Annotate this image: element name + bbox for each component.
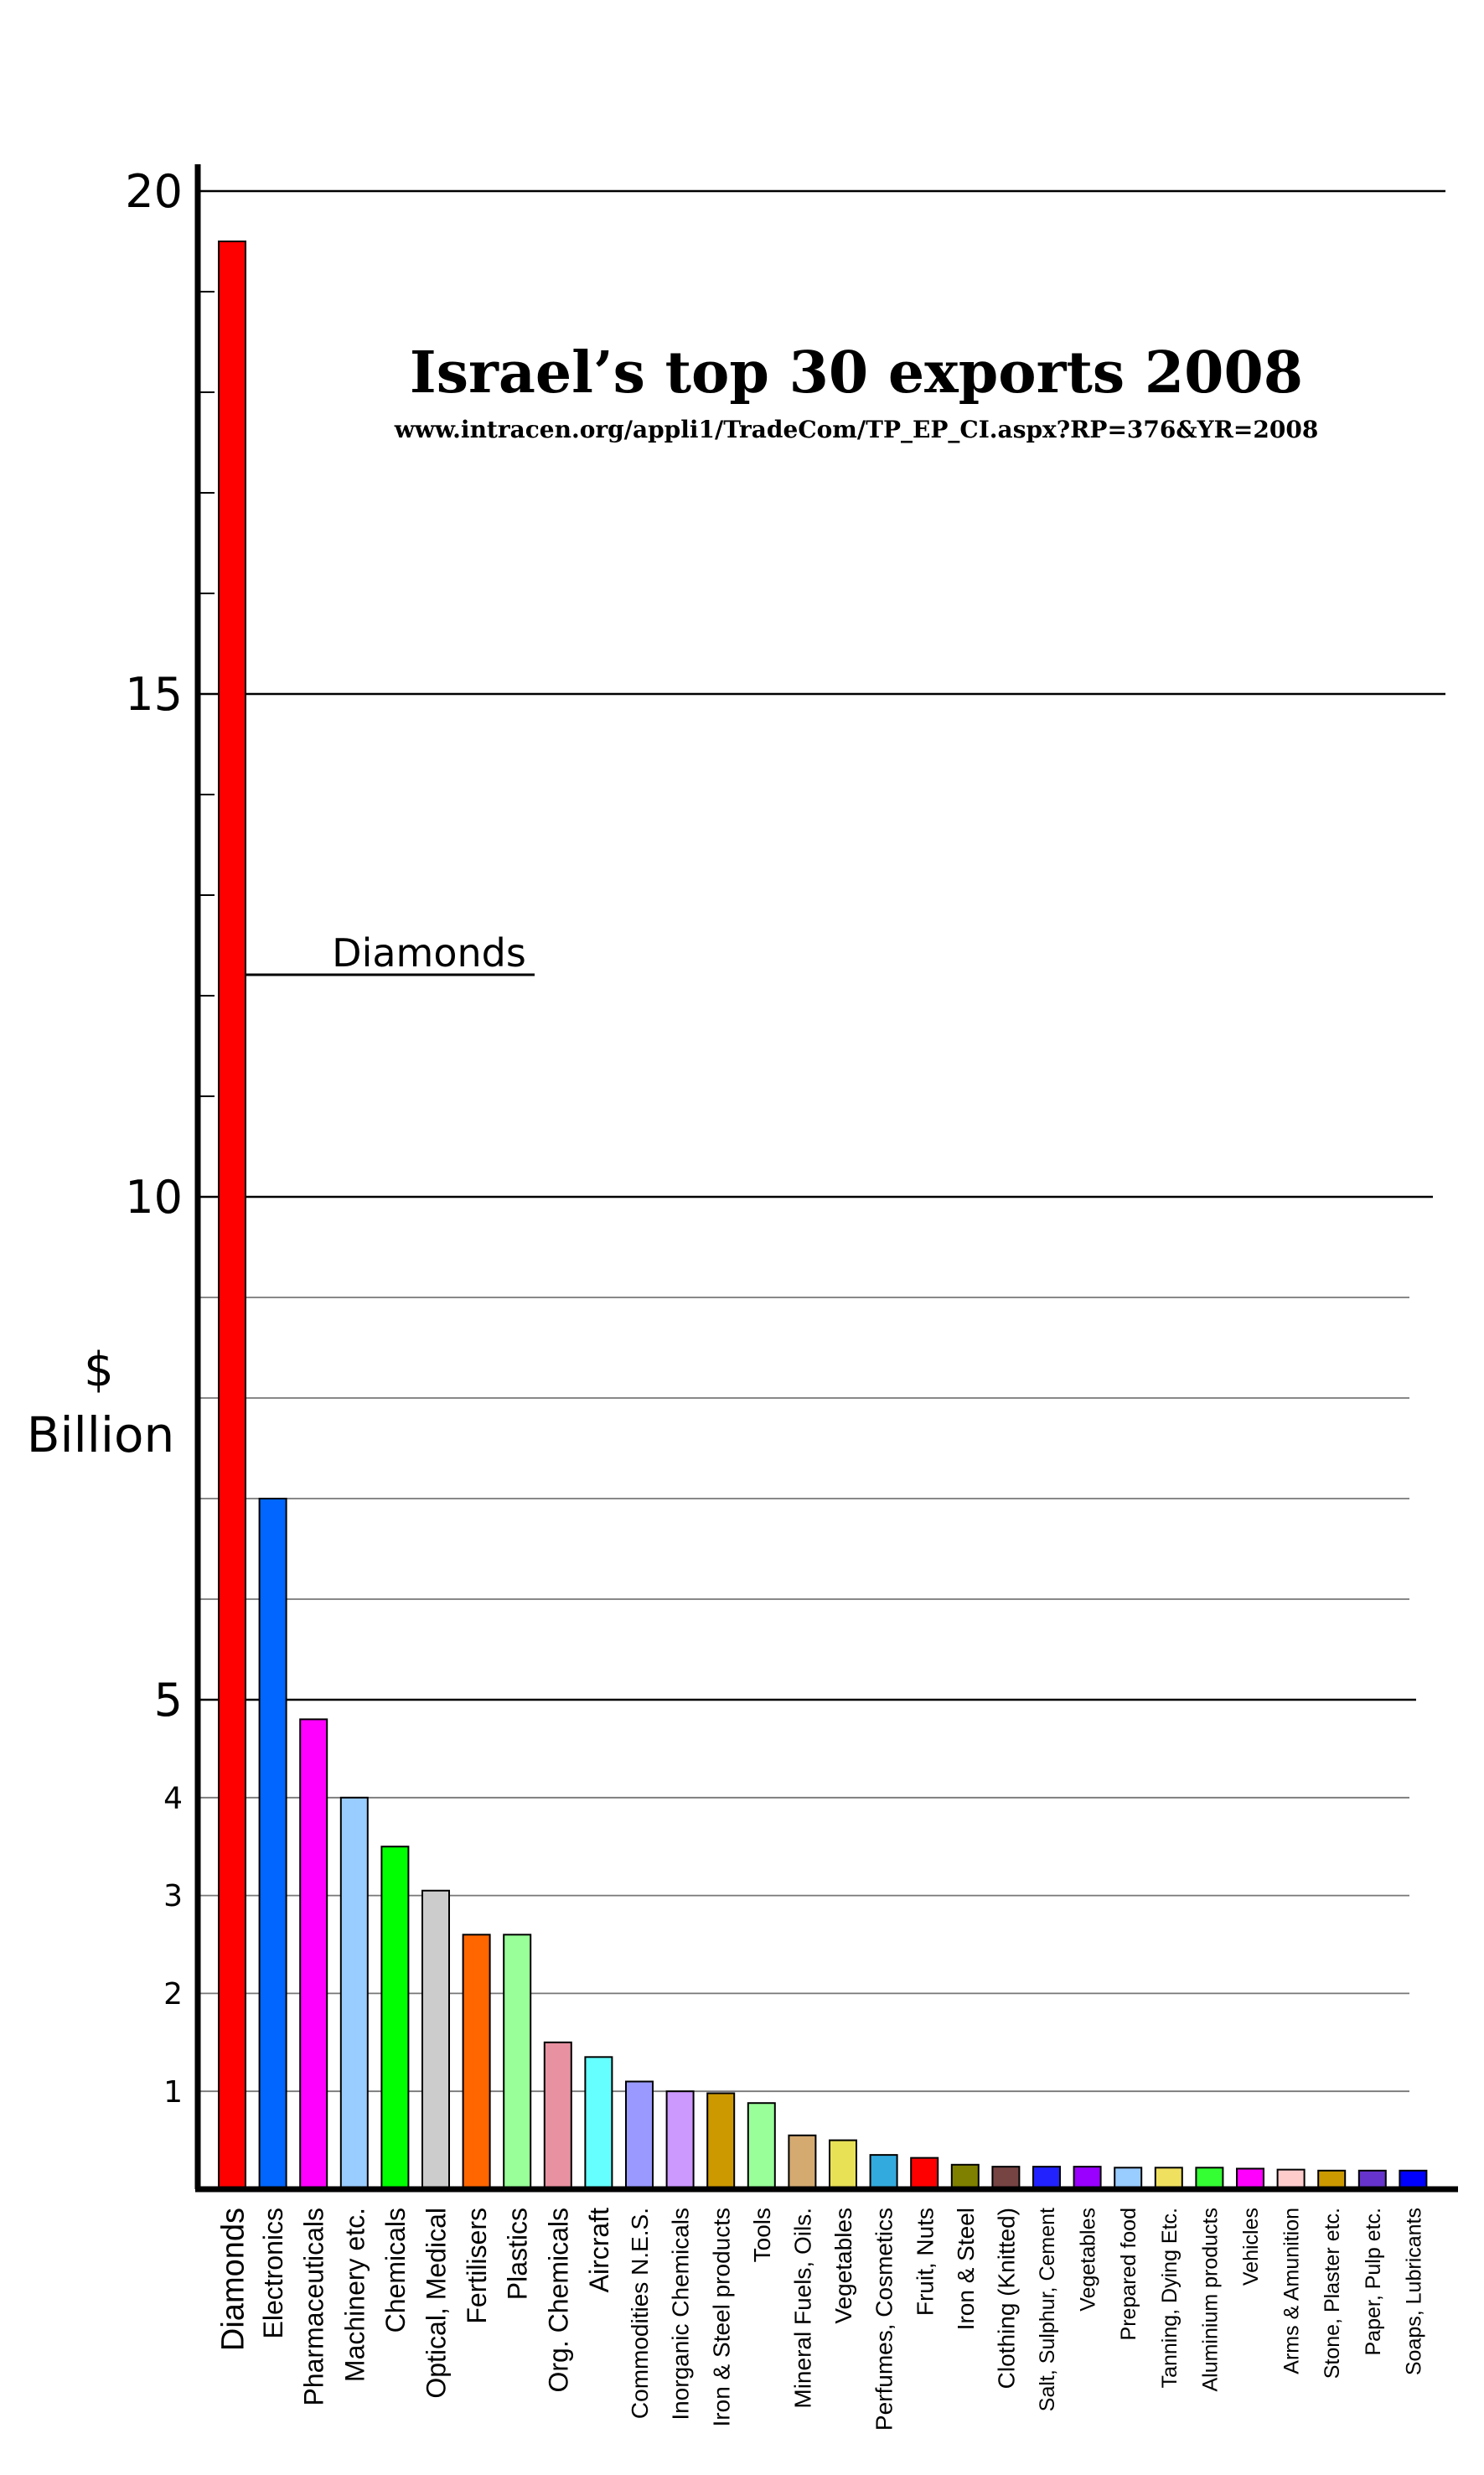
y-axis-label-unit: Billion bbox=[27, 1406, 175, 1463]
bar bbox=[1276, 2168, 1306, 2190]
bar bbox=[869, 2154, 898, 2191]
bar bbox=[462, 1934, 491, 2191]
x-tick-label: Machinery etc. bbox=[339, 2208, 370, 2382]
x-tick-label: Fertilisers bbox=[462, 2208, 492, 2324]
bar bbox=[1154, 2167, 1183, 2190]
bars bbox=[218, 241, 1428, 2191]
x-tick-label: Paper, Pulp etc. bbox=[1362, 2208, 1385, 2356]
bar bbox=[584, 2056, 613, 2191]
bar bbox=[503, 1934, 532, 2191]
y-tick-label: 3 bbox=[163, 1879, 183, 1913]
x-tick-label: Tanning, Dying Etc. bbox=[1158, 2208, 1182, 2388]
y-tick-label: 5 bbox=[154, 1674, 183, 1727]
bar bbox=[1114, 2167, 1143, 2190]
y-axis-label-symbol: $ bbox=[84, 1343, 114, 1397]
x-tick-label: Inorganic Chemicals bbox=[668, 2208, 694, 2421]
bar bbox=[299, 1718, 328, 2191]
bar bbox=[991, 2166, 1021, 2190]
x-tick-label: Commodities N.E.S. bbox=[627, 2208, 653, 2419]
x-tick-label: Aircraft bbox=[584, 2208, 614, 2292]
bar bbox=[625, 2080, 654, 2191]
x-tick-label: Vegetables bbox=[1077, 2208, 1100, 2312]
x-tick-label: Electronics bbox=[258, 2208, 288, 2339]
chart-subtitle: www.intracen.org/appli1/TradeCom/TP_EP_C… bbox=[394, 416, 1319, 443]
bar bbox=[665, 2090, 695, 2190]
bar bbox=[1032, 2166, 1061, 2190]
x-tick-label: Arms & Amunition bbox=[1280, 2208, 1304, 2374]
x-tick-label: Tools bbox=[749, 2208, 775, 2262]
x-tick-label: Iron & Steel products bbox=[708, 2208, 734, 2426]
y-tick-label: 20 bbox=[125, 165, 183, 218]
x-tick-label: Perfumes, Cosmetics bbox=[871, 2208, 897, 2431]
bar bbox=[910, 2157, 939, 2191]
bar bbox=[788, 2134, 817, 2191]
bar bbox=[950, 2163, 980, 2191]
bar bbox=[421, 1889, 450, 2190]
x-tick-label: Vehicles bbox=[1239, 2208, 1263, 2286]
bar bbox=[339, 1796, 369, 2191]
grid-lines bbox=[198, 189, 1445, 2093]
bar bbox=[1195, 2167, 1224, 2190]
x-tick-label: Aluminium products bbox=[1198, 2208, 1222, 2392]
diamonds-annotation: Diamonds bbox=[332, 930, 526, 976]
x-tick-label: Optical, Medical bbox=[421, 2208, 452, 2399]
x-tick-label: Fruit, Nuts bbox=[912, 2208, 938, 2316]
x-tick-label: Prepared food bbox=[1117, 2208, 1140, 2340]
y-tick-label: 15 bbox=[125, 668, 183, 721]
bar bbox=[380, 1846, 410, 2190]
x-tick-label: Stone, Plaster etc. bbox=[1321, 2208, 1344, 2379]
x-tick-label: Diamonds bbox=[216, 2208, 251, 2351]
bar bbox=[829, 2139, 857, 2191]
x-tick-label: Pharmaceuticals bbox=[299, 2208, 329, 2406]
bar bbox=[706, 2092, 736, 2190]
bar bbox=[543, 2041, 572, 2191]
y-tick-label: 10 bbox=[125, 1171, 183, 1224]
bar bbox=[218, 241, 246, 2190]
x-tick-label: Vegetables bbox=[830, 2208, 856, 2324]
bar bbox=[747, 2102, 776, 2191]
x-tick-labels: Diamonds Electronics Pharmaceuticals Machin… bbox=[216, 2208, 1426, 2431]
y-tick-labels: 1 2 3 4 5 10 15 20 bbox=[125, 165, 183, 2110]
x-tick-label: Plastics bbox=[503, 2208, 533, 2300]
x-tick-label: Mineral Fuels, Oils. bbox=[789, 2208, 815, 2409]
x-tick-label: Chemicals bbox=[380, 2208, 411, 2333]
x-tick-label: Clothing (Knitted) bbox=[993, 2208, 1019, 2389]
bar bbox=[258, 1498, 287, 2190]
x-tick-label: Iron & Steel bbox=[953, 2208, 979, 2330]
y-tick-label: 2 bbox=[163, 1977, 183, 2012]
chart-title: Israel’s top 30 exports 2008 bbox=[410, 339, 1303, 406]
y-tick-label: 1 bbox=[163, 2075, 183, 2110]
bar bbox=[1073, 2166, 1102, 2190]
x-tick-label: Salt, Sulphur, Cement bbox=[1036, 2208, 1059, 2411]
x-tick-label: Soaps, Lubricants bbox=[1402, 2208, 1425, 2375]
y-tick-label: 4 bbox=[163, 1781, 183, 1815]
bar bbox=[1236, 2167, 1264, 2190]
x-tick-label: Org. Chemicals bbox=[543, 2208, 573, 2393]
